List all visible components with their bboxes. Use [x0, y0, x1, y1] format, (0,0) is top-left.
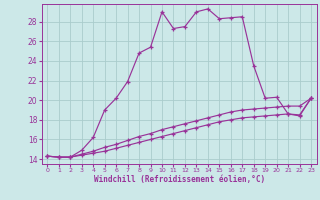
X-axis label: Windchill (Refroidissement éolien,°C): Windchill (Refroidissement éolien,°C) [94, 175, 265, 184]
